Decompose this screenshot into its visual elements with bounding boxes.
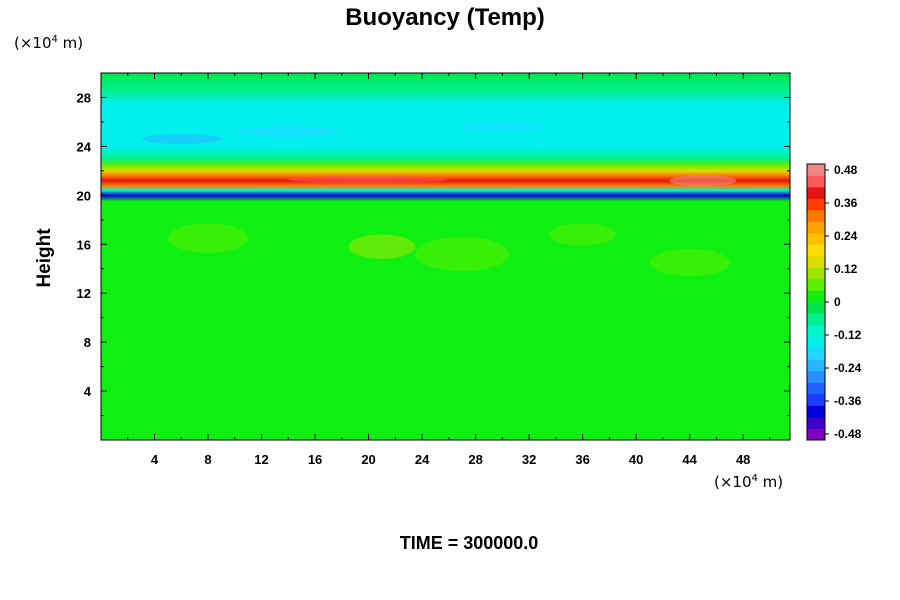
field-texture-7 (141, 134, 222, 144)
x-tick-label: 16 (308, 452, 322, 467)
plot-frame (100, 72, 791, 441)
y-tick-label: 4 (84, 384, 92, 399)
colorbar-tick-label: 0.48 (834, 163, 858, 177)
field-texture-0 (167, 223, 249, 253)
colorbar-tick-label: -0.12 (834, 328, 862, 342)
x-tick-label: 12 (254, 452, 268, 467)
colorbar-swatch (807, 313, 825, 326)
field-features (141, 122, 737, 277)
field-texture-2 (415, 236, 510, 272)
chart-title: Buoyancy (Temp) (345, 4, 545, 31)
colorbar-swatch (807, 198, 825, 211)
y-tick-label: 8 (84, 335, 91, 350)
colorbar-swatch (807, 336, 825, 349)
colorbar-swatches (807, 164, 825, 441)
x-tick-label: 36 (575, 452, 589, 467)
colorbar-swatch (807, 175, 825, 188)
colorbar-swatch (807, 382, 825, 395)
colorbar-swatch (807, 244, 825, 257)
colorbar-swatch (807, 348, 825, 360)
field-texture-3 (549, 223, 617, 246)
x-unit-label: (×104 m) (714, 473, 783, 491)
colorbar-tick-label: 0.12 (834, 262, 858, 276)
y-unit-label: (×104 m) (14, 34, 83, 52)
colorbar-swatch (807, 290, 825, 303)
colorbar-swatch (807, 164, 825, 176)
x-tick-label: 8 (204, 452, 211, 467)
colorbar-swatch (807, 233, 825, 245)
field-texture-5 (234, 126, 342, 138)
colorbar-tick-label: 0.36 (834, 196, 858, 210)
y-axis-label: Height (34, 228, 55, 288)
x-tick-label: 32 (522, 452, 536, 467)
field-texture-8 (669, 175, 737, 187)
field-texture-9 (288, 175, 449, 184)
y-axis: 4 8 12 16 20 24 28 (77, 90, 790, 417)
colorbar-swatch (807, 325, 825, 337)
colorbar-swatch (807, 279, 825, 291)
x-tick-label: 28 (468, 452, 482, 467)
colorbar-tick-label: 0 (834, 295, 841, 309)
field-texture-4 (649, 249, 730, 277)
x-tick-label: 20 (361, 452, 375, 467)
x-tick-label: 24 (415, 452, 430, 467)
colorbar-swatch (807, 405, 825, 418)
time-label: TIME = 300000.0 (400, 533, 539, 553)
x-tick-label: 48 (736, 452, 750, 467)
colorbar-swatch (807, 210, 825, 222)
colorbar: 0.48 0.36 0.24 0.12 0 -0.12 -0.24 -0.36 -0.48 (806, 163, 862, 441)
y-tick-label: 20 (77, 188, 91, 203)
y-tick-label: 24 (77, 139, 92, 154)
colorbar-tick-label: -0.24 (834, 361, 862, 375)
colorbar-tick-label: -0.36 (834, 394, 862, 408)
colorbar-swatch (807, 187, 825, 199)
x-tick-label: 40 (629, 452, 643, 467)
colorbar-swatch (807, 394, 825, 406)
colorbar-swatch (807, 221, 825, 234)
y-tick-label: 28 (77, 90, 91, 105)
field-texture-1 (348, 234, 416, 259)
colorbar-swatch (807, 359, 825, 372)
colorbar-tick-label: 0.24 (834, 229, 858, 243)
y-tick-label: 12 (77, 286, 91, 301)
colorbar-swatch (807, 256, 825, 268)
x-tick-label: 44 (682, 452, 697, 467)
field-texture-6 (462, 122, 543, 132)
x-axis: 4 8 12 16 20 24 28 32 36 40 44 48 (127, 73, 771, 467)
colorbar-swatch (807, 302, 825, 314)
colorbar-swatch (807, 417, 825, 429)
x-tick-label: 4 (151, 452, 159, 467)
colorbar-ticks: 0.48 0.36 0.24 0.12 0 -0.12 -0.24 -0.36 -0.48 (825, 163, 862, 441)
colorbar-tick-label: -0.48 (834, 427, 862, 441)
plot-area (100, 72, 791, 441)
colorbar-swatch (807, 267, 825, 280)
y-tick-label: 16 (77, 237, 91, 252)
colorbar-swatch (807, 428, 825, 441)
colorbar-swatch (807, 371, 825, 383)
